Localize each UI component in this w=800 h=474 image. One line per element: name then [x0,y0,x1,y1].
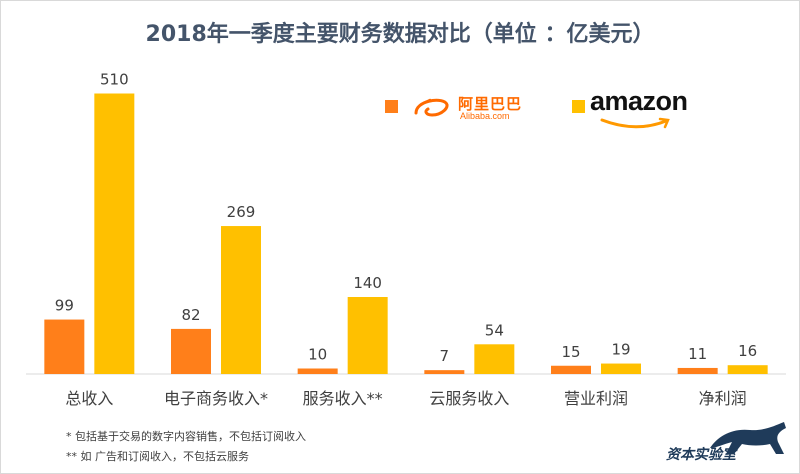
legend-alibaba-sublabel: Alibaba.com [460,111,510,121]
data-label-series-0-cat-5: 11 [688,345,707,363]
legend-amazon-label: amazon [590,86,688,116]
bar-series-0-cat-5 [677,367,718,374]
legend-alibaba-swatch [385,100,398,113]
legend-amazon [572,100,585,113]
legend-alibaba-label: 阿里巴巴 [458,95,523,113]
category-label-3: 云服务收入 [429,389,509,408]
bar-series-0-cat-0 [44,319,85,374]
bar-series-1-cat-0 [94,93,135,374]
alibaba-logo-icon [414,98,449,117]
bar-series-1-cat-2 [347,297,388,374]
category-label-0: 总收入 [65,389,113,408]
data-label-series-0-cat-0: 99 [55,297,74,315]
bar-series-1-cat-1 [221,226,261,374]
data-label-series-0-cat-3: 7 [440,347,450,365]
bar-series-1-cat-5 [727,365,768,374]
bar-series-0-cat-4 [551,365,591,374]
brand-label: 资本实验室 [666,447,736,463]
data-label-series-1-cat-1: 269 [227,203,256,221]
category-label-5: 净利润 [699,389,747,408]
data-label-series-1-cat-4: 19 [611,341,630,359]
data-label-series-1-cat-3: 54 [485,321,504,339]
panther-logo-icon [710,422,786,454]
legend-alibaba [385,100,398,113]
data-label-series-1-cat-2: 140 [353,274,382,292]
data-label-series-1-cat-5: 16 [738,342,757,360]
category-label-4: 营业利润 [564,389,628,408]
data-label-series-1-cat-0: 510 [100,71,129,89]
data-label-series-0-cat-4: 15 [561,343,580,361]
bar-series-0-cat-3 [424,370,465,374]
bar-series-1-cat-4 [601,363,641,374]
data-label-series-0-cat-1: 82 [181,306,200,324]
bar-series-1-cat-3 [474,344,515,374]
category-label-1: 电子商务收入* [164,389,268,408]
chart-title: 2018年一季度主要财务数据对比（单位 ：亿美元） [145,22,655,47]
amazon-smile-icon [600,117,670,129]
footnote-1: * 包括基于交易的数字内容销售，不包括订阅收入 [66,430,306,443]
category-label-2: 服务收入** [303,389,383,408]
bar-series-0-cat-2 [297,368,338,374]
legend-amazon-swatch [572,100,585,113]
bar-series-0-cat-1 [171,328,211,374]
footnote-2: ** 如 广告和订阅收入，不包括云服务 [66,450,249,463]
data-label-series-0-cat-2: 10 [308,346,327,364]
